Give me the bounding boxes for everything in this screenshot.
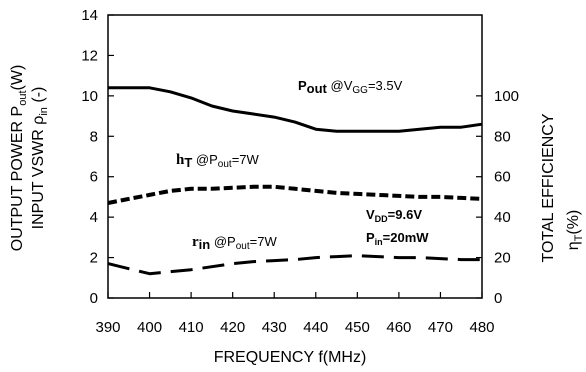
annotation-eta: hT @Pout=7W [176, 152, 260, 170]
y-right-tick-label: 100 [494, 88, 519, 105]
x-tick-label: 410 [179, 319, 204, 336]
x-tick-label: 430 [262, 319, 287, 336]
x-axis-title: FREQUENCY f(MHz) [214, 349, 367, 366]
x-tick-label: 480 [469, 319, 494, 336]
series-line-solid [108, 86, 483, 133]
right-axis-ticks: 0 20 40 60 80 100 [476, 88, 519, 307]
series-line-dashed [107, 254, 482, 276]
x-tick-label: 390 [95, 319, 120, 336]
y-left-tick-label: 4 [90, 209, 98, 226]
y-right-tick-label: 20 [494, 250, 511, 267]
annotation-rho: rin @Pout=7W [192, 234, 277, 252]
x-tick-label: 470 [428, 319, 453, 336]
x-tick-label: 450 [345, 319, 370, 336]
y-left-tick-label: 14 [81, 7, 98, 24]
y-left-tick-label: 6 [90, 169, 98, 186]
x-tick-label: 440 [303, 319, 328, 336]
y-right-tick-label: 40 [494, 209, 511, 226]
plot-frame [107, 14, 483, 299]
series-layer [107, 86, 483, 276]
y-right-axis-title: TOTAL EFFICIENCY [540, 113, 557, 262]
x-tick-label: 420 [220, 319, 245, 336]
annotation-vdd: VDD=9.6V [366, 207, 422, 224]
y-left-tick-label: 0 [90, 290, 98, 307]
y-left-tick-label: 2 [90, 250, 98, 267]
y-left-tick-label: 8 [90, 128, 98, 145]
x-tick-label: 460 [386, 319, 411, 336]
series-line-dotted [107, 184, 483, 205]
left-axis-ticks: 0 2 4 6 8 10 12 14 [81, 7, 114, 307]
x-axis-ticks: 390 400 410 420 430 440 450 460 470 480 [95, 292, 495, 336]
y-left-axis-title-line2: INPUT VSWR ρin (-) [30, 87, 50, 230]
annotation-pin: Pin=20mW [366, 230, 429, 247]
y-left-tick-label: 12 [81, 47, 98, 64]
y-right-tick-label: 80 [494, 128, 511, 145]
y-left-tick-label: 10 [81, 88, 98, 105]
y-right-tick-label: 0 [494, 290, 502, 307]
y-left-axis-title-line1: OUTPUT POWER Pout(W) [9, 65, 29, 252]
y-right-tick-label: 60 [494, 169, 511, 186]
annotation-pout: Pout @VGG=3.5V [298, 78, 403, 96]
y-right-axis-eta: ηT(%) [565, 210, 585, 251]
x-tick-label: 400 [137, 319, 162, 336]
